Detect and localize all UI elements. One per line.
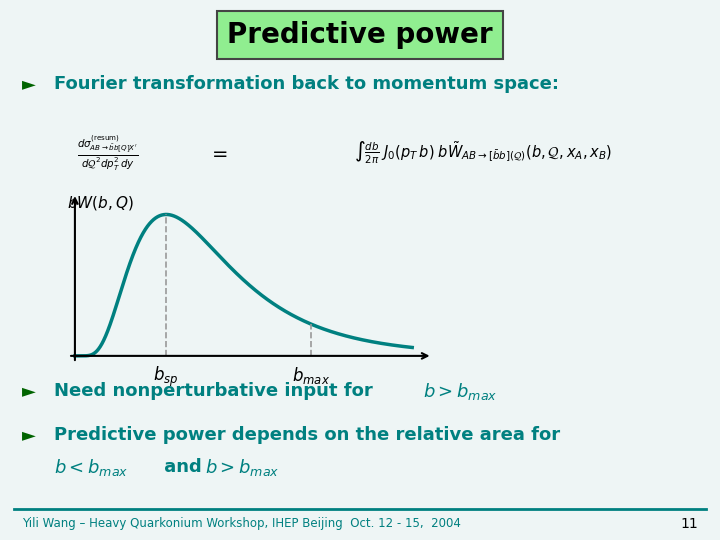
Text: 11: 11: [680, 517, 698, 531]
Text: ►: ►: [22, 75, 35, 93]
Text: $b > b_{max}$: $b > b_{max}$: [205, 457, 280, 477]
Text: $=$: $=$: [208, 143, 228, 163]
Text: $b_{max}$: $b_{max}$: [292, 365, 330, 386]
Text: $\int \frac{db}{2\pi}\; J_0(p_T\,b)\; b\tilde{W}_{AB\to[\bar{b}b](\mathcal{Q})}(: $\int \frac{db}{2\pi}\; J_0(p_T\,b)\; b\…: [354, 140, 613, 166]
Text: Predictive power: Predictive power: [228, 21, 492, 49]
Text: ►: ►: [22, 426, 35, 444]
Text: and: and: [158, 458, 208, 476]
Text: $b < b_{max}$: $b < b_{max}$: [54, 457, 129, 477]
Text: $b_{sp}$: $b_{sp}$: [153, 365, 179, 389]
Text: ►: ►: [22, 382, 35, 401]
Text: Fourier transformation back to momentum space:: Fourier transformation back to momentum …: [54, 75, 559, 93]
Text: Yili Wang – Heavy Quarkonium Workshop, IHEP Beijing  Oct. 12 - 15,  2004: Yili Wang – Heavy Quarkonium Workshop, I…: [22, 517, 461, 530]
Text: $\frac{d\sigma^{\rm (resum)}_{AB\to \bar{b}b[Q]X^{\prime}}}{d\mathcal{Q}^2 dp_T^: $\frac{d\sigma^{\rm (resum)}_{AB\to \bar…: [77, 133, 139, 173]
Text: Need nonperturbative input for: Need nonperturbative input for: [54, 382, 379, 401]
Text: $b > b_{max}$: $b > b_{max}$: [423, 381, 498, 402]
Text: Predictive power depends on the relative area for: Predictive power depends on the relative…: [54, 426, 560, 444]
Text: $bW(b,Q)$: $bW(b,Q)$: [68, 194, 135, 212]
